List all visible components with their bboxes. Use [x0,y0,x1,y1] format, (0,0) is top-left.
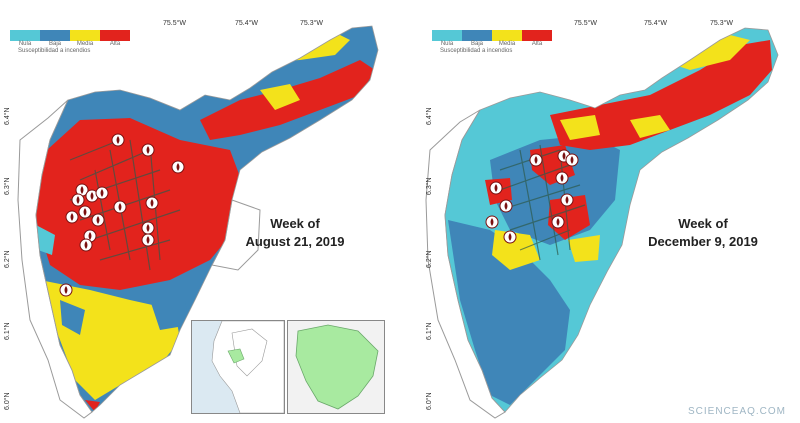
fire-icon [551,215,565,229]
watermark: SCIENCEAQ.COM [687,406,786,417]
fire-icon [141,221,155,235]
fire-icon [560,193,574,207]
fire-icon [79,238,93,252]
zone-media [260,84,300,110]
latitude-label: 6.0°N [4,392,11,410]
legend-label-nula: Nula [440,41,454,47]
fire-icon [555,171,569,185]
week-caption-december: Week of December 9, 2019 [638,215,768,251]
inset-map-colombia [191,320,285,414]
latitude-label: 6.3°N [4,177,11,195]
longitude-label: 75.5°W [163,20,187,27]
week-caption-line2: December 9, 2019 [648,234,758,249]
fire-icon [95,186,109,200]
fire-icon [71,193,85,207]
fire-icons-august [59,133,185,297]
longitude-label: 75.4°W [235,20,259,27]
fire-icon [529,153,543,167]
inset-highlight-region [227,348,245,364]
zone-media [630,115,670,138]
week-caption-line1: Week of [270,216,320,231]
legend-color-bar [10,30,130,41]
longitude-label: 75.3°W [710,20,734,27]
legend-swatch-nula [10,30,40,41]
legend-title: Susceptibilidad a incendios [440,48,513,54]
fire-icon [499,199,513,213]
fire-icon [485,215,499,229]
map-panel-december: Nula Baja Media Alta Susceptibilidad a i… [400,0,800,423]
study-area-outline [35,25,379,413]
zone-media [492,230,540,270]
latitude-label: 6.1°N [4,322,11,340]
legend: Nula Baja Media Alta Susceptibilidad a i… [10,30,130,54]
legend-label-baja: Baja [48,41,61,47]
latitude-label: 6.4°N [426,107,433,125]
legend-swatch-baja [462,30,492,41]
susceptibility-map-december [425,27,779,419]
zone-nula [36,225,55,255]
fire-icon [145,196,159,210]
latitude-label: 6.4°N [4,107,11,125]
longitude-label: 75.3°W [300,20,324,27]
latitude-label: 6.3°N [426,177,433,195]
legend-swatch-media [70,30,100,41]
legend-title: Susceptibilidad a incendios [18,48,91,54]
fire-icon [59,283,73,297]
longitude-label: 75.5°W [574,20,598,27]
fire-icon [65,210,79,224]
fire-icons-december [485,149,579,244]
legend-label-alta: Alta [109,41,121,47]
legend-label-nula: Nula [18,41,32,47]
latitude-label: 6.0°N [426,392,433,410]
legend-swatch-alta [100,30,130,41]
legend-color-bar [432,30,552,41]
fire-icon [171,160,185,174]
fire-icon [503,230,517,244]
week-caption-august: Week of August 21, 2019 [240,215,350,251]
zone-baja [60,300,85,335]
inset-map-antioquia [287,320,385,414]
longitude-label: 75.4°W [644,20,668,27]
fire-icon [141,143,155,157]
legend-label-baja: Baja [470,41,483,47]
legend: Nula Baja Media Alta Susceptibilidad a i… [432,30,552,54]
fire-icon [78,205,92,219]
legend-label-media: Media [498,41,516,47]
fire-icon [91,213,105,227]
inset-antioquia-region [295,324,379,410]
fire-icon [111,133,125,147]
zone-media [560,115,600,140]
map-panel-august: Nula Baja Media Alta Susceptibilidad a i… [4,20,385,419]
legend-label-media: Media [76,41,94,47]
week-caption-line2: August 21, 2019 [245,234,345,249]
legend-label-alta: Alta [531,41,543,47]
legend-swatch-nula [432,30,462,41]
latitude-label: 6.2°N [426,250,433,268]
zone-alta [550,40,772,150]
fire-icon [113,200,127,214]
legend-swatch-baja [40,30,70,41]
fire-icon [565,153,579,167]
latitude-label: 6.2°N [4,250,11,268]
zone-media [568,235,600,262]
study-area-outline [444,27,779,413]
latitude-label: 6.1°N [426,322,433,340]
zone-baja [150,300,190,330]
zone-baja [448,220,570,405]
fire-icon [141,233,155,247]
legend-swatch-alta [522,30,552,41]
fire-icon [489,181,503,195]
week-caption-line1: Week of [678,216,728,231]
legend-swatch-media [492,30,522,41]
